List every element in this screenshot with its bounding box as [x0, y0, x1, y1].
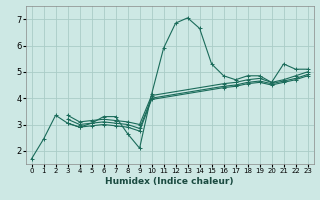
X-axis label: Humidex (Indice chaleur): Humidex (Indice chaleur)	[105, 177, 234, 186]
